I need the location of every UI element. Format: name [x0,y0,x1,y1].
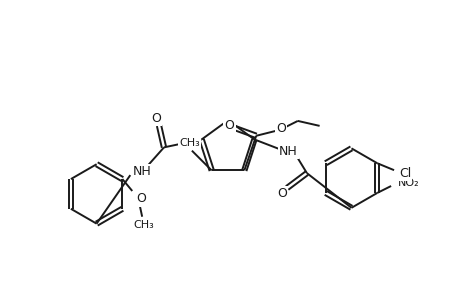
Text: O: O [136,192,146,206]
Text: O: O [277,188,286,200]
Text: CH₃: CH₃ [134,220,154,230]
Text: NH: NH [133,165,151,178]
Text: O: O [224,119,234,132]
Text: O: O [275,122,285,135]
Text: S: S [224,120,233,134]
Text: CH₃: CH₃ [179,138,200,148]
Text: O: O [151,112,161,125]
Text: Cl: Cl [398,167,410,180]
Text: NH: NH [278,145,297,158]
Text: NO₂: NO₂ [397,178,419,188]
